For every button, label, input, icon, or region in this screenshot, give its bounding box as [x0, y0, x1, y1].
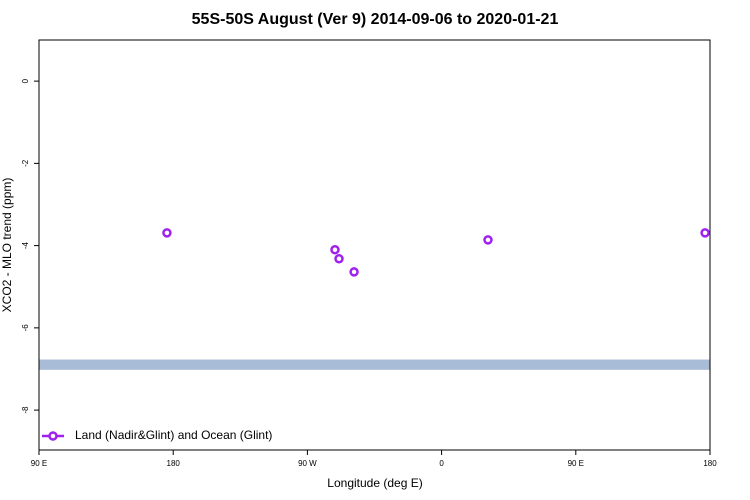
x-tick-label: 90 W — [298, 459, 317, 468]
legend-label: Land (Nadir&Glint) and Ocean (Glint) — [75, 428, 272, 442]
x-axis-label: Longitude (deg E) — [327, 476, 422, 490]
y-axis-label: XCO2 - MLO trend (ppm) — [0, 178, 14, 313]
chart-title: 55S-50S August (Ver 9) 2014-09-06 to 202… — [192, 11, 559, 28]
point — [162, 228, 172, 238]
y-tick-label: -8 — [21, 406, 30, 414]
band — [39, 359, 710, 370]
point — [483, 235, 493, 245]
y-tick-label: -2 — [21, 159, 30, 167]
legend-marker — [48, 431, 58, 441]
plot-frame — [38, 39, 711, 451]
point — [349, 267, 359, 277]
point — [334, 254, 344, 264]
x-tick-label: 180 — [167, 459, 181, 468]
x-tick-label: 0 — [439, 459, 444, 468]
y-tick-label: -6 — [21, 324, 30, 332]
y-tick-label: -4 — [21, 242, 30, 250]
y-tick-label: 0 — [21, 78, 30, 83]
x-tick-label: 90 E — [568, 459, 584, 468]
point — [330, 244, 340, 255]
point — [700, 228, 710, 238]
x-tick-label: 180 — [703, 459, 717, 468]
x-tick-label: 90 E — [31, 459, 47, 468]
